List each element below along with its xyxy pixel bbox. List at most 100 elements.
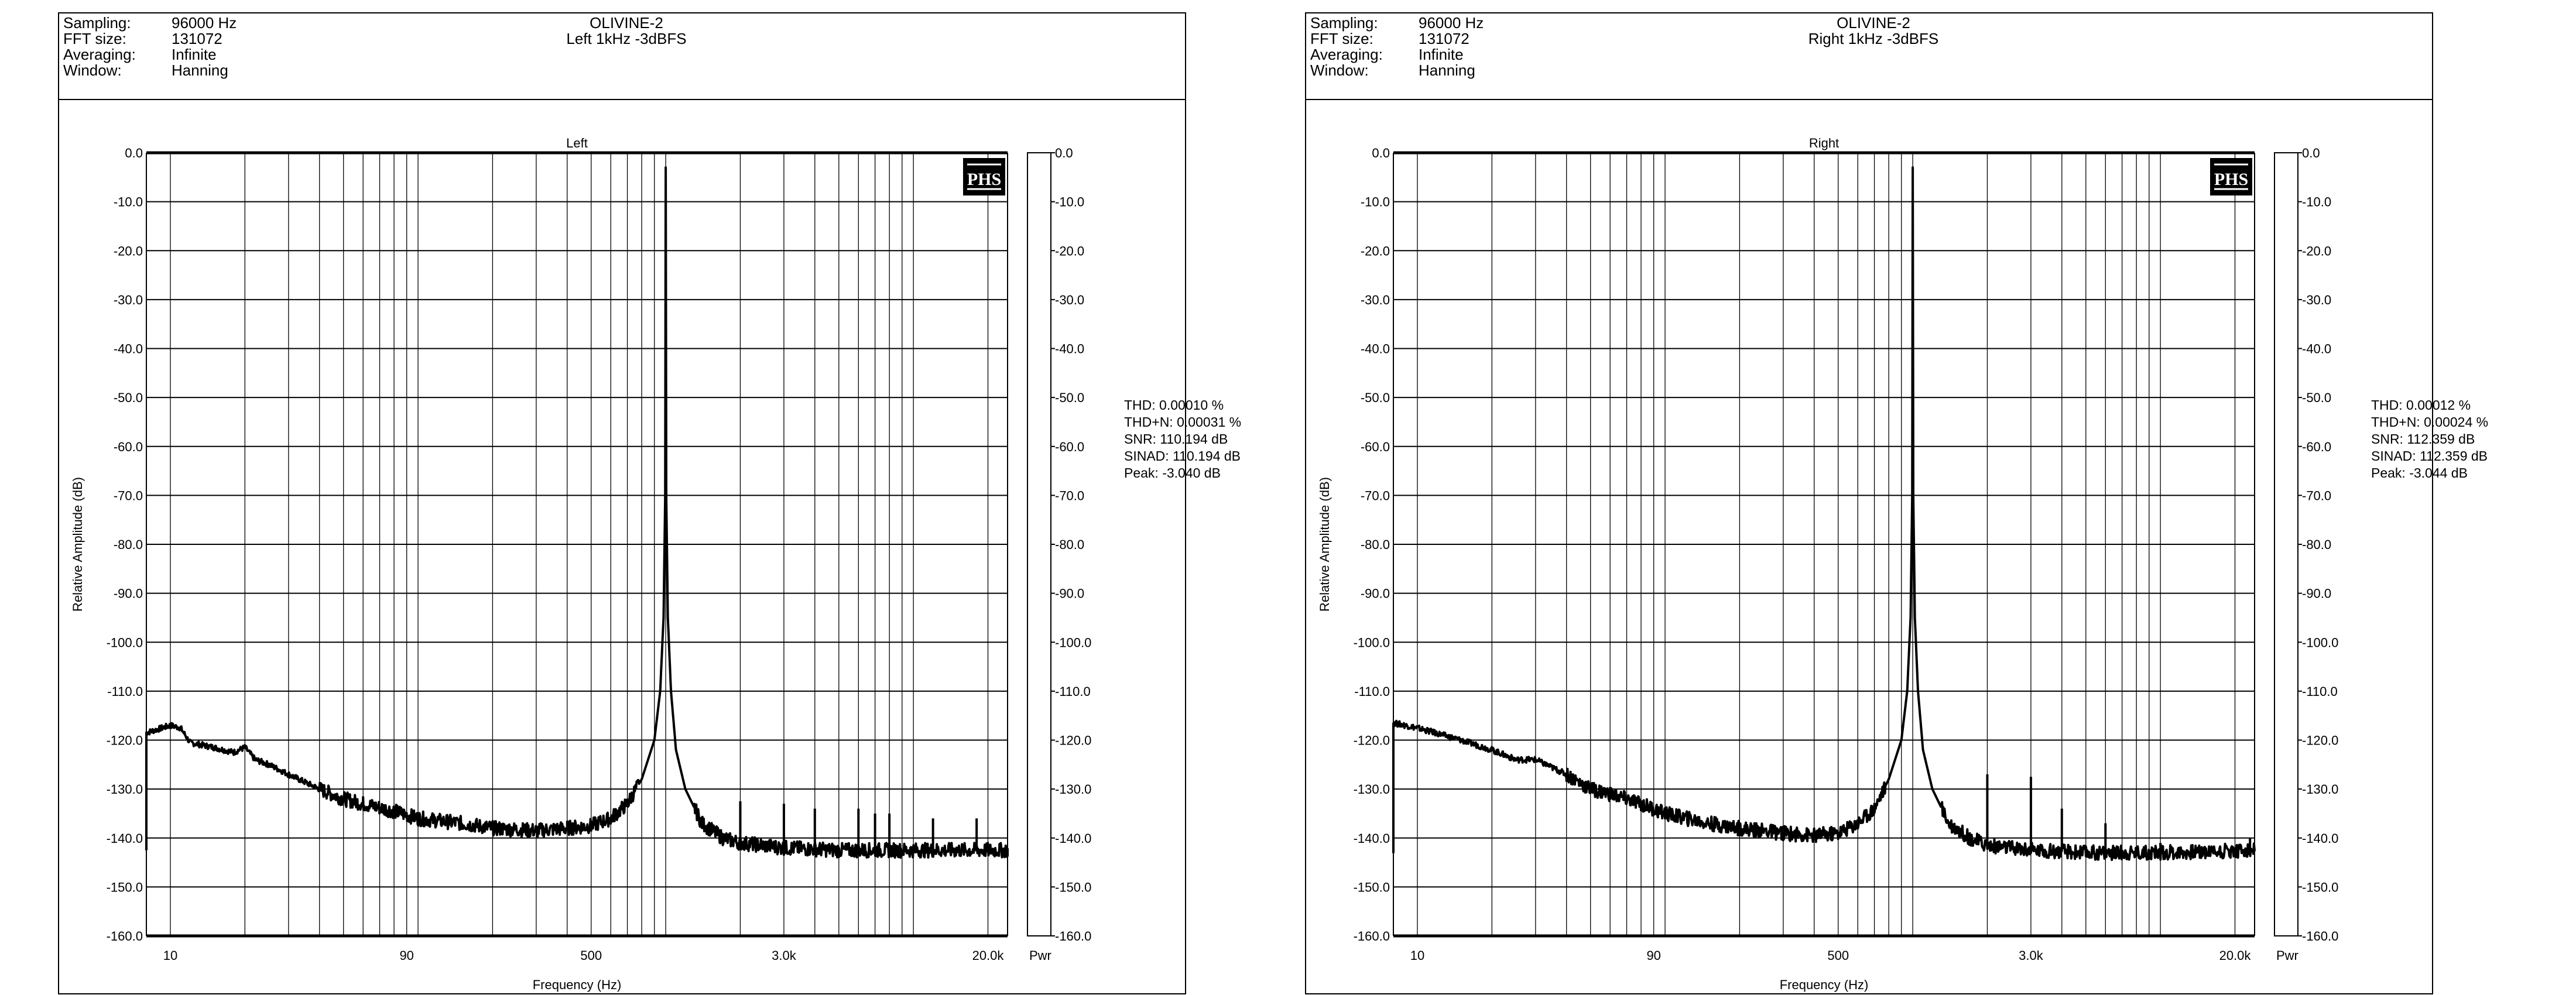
- x-tick-label: 20.0k: [972, 948, 1005, 963]
- pwr-tick-label: -150.0: [1055, 880, 1091, 894]
- pwr-tick-label: -120.0: [1055, 733, 1091, 748]
- report-subtitle: Left 1kHz -3dBFS: [566, 30, 686, 47]
- x-tick-label: 20.0k: [2219, 948, 2252, 963]
- measurement-stat: THD+N: 0.00024 %: [2371, 414, 2488, 430]
- pwr-tick-label: -10.0: [1055, 195, 1084, 210]
- logo-text: PHS: [967, 170, 1001, 189]
- pwr-tick-label: -140.0: [2302, 831, 2338, 846]
- pwr-tick-label: -20.0: [1055, 243, 1084, 258]
- pwr-tick-label: -30.0: [2302, 293, 2331, 307]
- pwr-tick-label: -140.0: [1055, 831, 1091, 846]
- x-tick-label: 10: [1410, 948, 1424, 963]
- plot-title: Right: [1809, 136, 1839, 150]
- y-tick-label: -160.0: [107, 929, 143, 943]
- report-title: OLIVINE-2: [590, 14, 663, 32]
- x-tick-label: 90: [399, 948, 413, 963]
- spectrum-line: [1392, 166, 2256, 862]
- phs-logo: PHS: [2210, 158, 2252, 195]
- spectrum-line: [145, 166, 1009, 859]
- header-label: Sampling:: [1310, 14, 1378, 32]
- pwr-tick-label: -40.0: [1055, 342, 1084, 356]
- y-tick-label: -120.0: [1354, 733, 1390, 748]
- x-tick-label: 500: [1827, 948, 1849, 963]
- header-value: 96000 Hz: [1419, 14, 1484, 32]
- x-tick-label: 10: [163, 948, 177, 963]
- header-value: Hanning: [1419, 61, 1475, 79]
- panel-frame: [1305, 12, 2433, 994]
- header-label: Averaging:: [63, 46, 136, 63]
- pwr-tick-label: -60.0: [1055, 440, 1084, 454]
- plot-title: Left: [566, 136, 588, 150]
- header-value: Infinite: [1419, 46, 1464, 63]
- pwr-tick-label: 0.0: [2302, 146, 2320, 160]
- pwr-tick-label: -100.0: [2302, 635, 2338, 650]
- pwr-tick-label: -20.0: [2302, 243, 2331, 258]
- pwr-tick-label: -70.0: [2302, 488, 2331, 503]
- pwr-meter: [2274, 152, 2298, 936]
- pwr-tick-label: -150.0: [2302, 880, 2338, 894]
- x-tick-label: 3.0k: [772, 948, 797, 963]
- header-label: Window:: [1310, 61, 1369, 79]
- header-label: FFT size:: [1310, 30, 1373, 47]
- measurement-stat: SNR: 112.359 dB: [2371, 431, 2475, 447]
- pwr-tick-label: -130.0: [1055, 782, 1091, 797]
- y-tick-label: -10.0: [114, 195, 143, 210]
- pwr-tick-label: -80.0: [1055, 537, 1084, 552]
- y-tick-label: -110.0: [107, 684, 143, 699]
- panel-right: Sampling: 96000 Hz FFT size: 131072 Averagin…: [1305, 12, 2488, 994]
- y-tick-label: -110.0: [1354, 684, 1390, 699]
- y-tick-label: -30.0: [114, 293, 143, 307]
- header-value: 96000 Hz: [172, 14, 237, 32]
- y-tick-label: -140.0: [107, 831, 143, 846]
- pwr-tick-label: -50.0: [1055, 390, 1084, 405]
- pwr-meter: [1027, 152, 1051, 936]
- measurement-stat: SINAD: 110.194 dB: [1124, 448, 1241, 464]
- pwr-tick-label: -100.0: [1055, 635, 1091, 650]
- pwr-label: Pwr: [1029, 948, 1051, 963]
- pwr-tick-label: -10.0: [2302, 195, 2331, 210]
- y-tick-label: -30.0: [1361, 293, 1390, 307]
- x-axis-label: Frequency (Hz): [1780, 977, 1869, 992]
- pwr-tick-label: -30.0: [1055, 293, 1084, 307]
- x-tick-label: 90: [1646, 948, 1660, 963]
- header-label: FFT size:: [63, 30, 126, 47]
- y-axis-label: Relative Amplitude (dB): [70, 477, 85, 612]
- header-value: Hanning: [172, 61, 228, 79]
- pwr-tick-label: -160.0: [2302, 929, 2338, 943]
- measurement-stat: Peak: -3.040 dB: [1124, 465, 1221, 481]
- x-tick-label: 3.0k: [2019, 948, 2044, 963]
- pwr-tick-label: -120.0: [2302, 733, 2338, 748]
- y-tick-label: -80.0: [1361, 537, 1390, 552]
- pwr-tick-label: -50.0: [2302, 390, 2331, 405]
- y-tick-label: -40.0: [114, 342, 143, 356]
- pwr-tick-label: -90.0: [1055, 586, 1084, 601]
- y-axis-label: Relative Amplitude (dB): [1317, 477, 1332, 612]
- header-label: Sampling:: [63, 14, 131, 32]
- pwr-tick-label: -160.0: [1055, 929, 1091, 943]
- pwr-label: Pwr: [2276, 948, 2298, 963]
- x-tick-label: 500: [580, 948, 602, 963]
- y-tick-label: -20.0: [1361, 243, 1390, 258]
- measurement-stat: SINAD: 112.359 dB: [2371, 448, 2488, 464]
- report-subtitle: Right 1kHz -3dBFS: [1808, 30, 1939, 47]
- header-label: Averaging:: [1310, 46, 1383, 63]
- pwr-tick-label: -70.0: [1055, 488, 1084, 503]
- y-tick-label: -70.0: [1361, 488, 1390, 503]
- header-value: Infinite: [172, 46, 217, 63]
- y-tick-label: -100.0: [107, 635, 143, 650]
- header-label: Window:: [63, 61, 122, 79]
- pwr-tick-label: -110.0: [2302, 684, 2338, 699]
- y-tick-label: -90.0: [1361, 586, 1390, 601]
- pwr-tick-label: -40.0: [2302, 342, 2331, 356]
- y-tick-label: -150.0: [107, 880, 143, 894]
- y-tick-label: -50.0: [114, 390, 143, 405]
- logo-text: PHS: [2214, 170, 2248, 189]
- measurement-stat: THD+N: 0.00031 %: [1124, 414, 1241, 430]
- x-axis-label: Frequency (Hz): [533, 977, 622, 992]
- pwr-tick-label: -90.0: [2302, 586, 2331, 601]
- pwr-tick-label: 0.0: [1055, 146, 1073, 160]
- y-tick-label: -100.0: [1354, 635, 1390, 650]
- y-tick-label: -70.0: [114, 488, 143, 503]
- phs-logo: PHS: [963, 158, 1005, 195]
